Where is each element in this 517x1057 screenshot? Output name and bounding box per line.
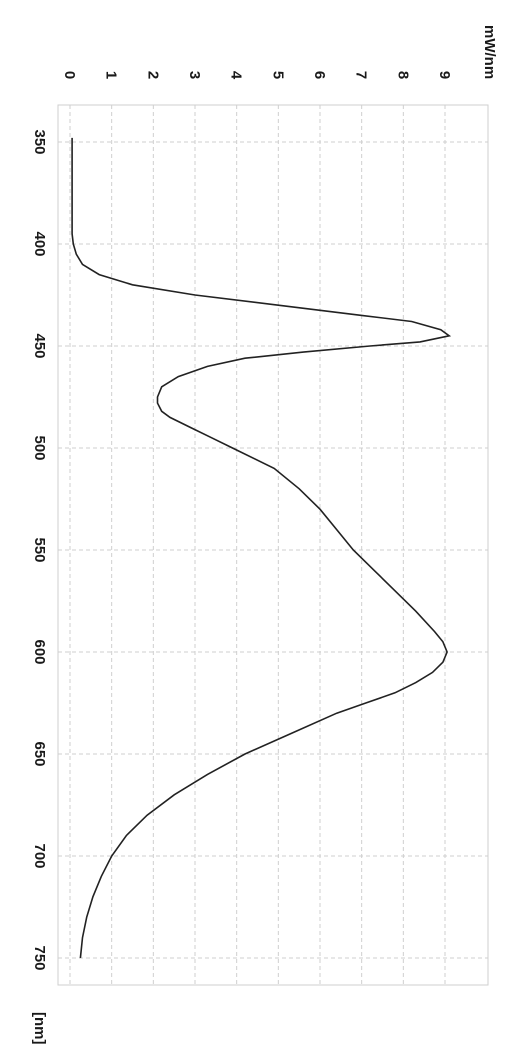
x-tick-label: 550: [31, 537, 48, 562]
x-tick-label: 700: [31, 843, 48, 868]
y-tick-label: 2: [144, 71, 161, 79]
tick-labels: 0 1 2 3 4 5 6 7 8 9 350 400 450 500 550 600 650 700 750: [31, 71, 453, 971]
x-tick-label: 400: [31, 231, 48, 256]
x-tick-label: 350: [31, 129, 48, 154]
y-tick-label: 6: [311, 71, 328, 79]
x-axis-label: [nm]: [31, 1012, 48, 1045]
y-tick-label: 3: [186, 71, 203, 79]
y-tick-label: 9: [436, 71, 453, 79]
y-tick-label: 4: [228, 71, 245, 80]
y-axis-label: mW/nm: [481, 25, 498, 79]
y-tick-label: 0: [61, 71, 78, 79]
spectrum-line: [71, 137, 452, 959]
x-tick-label: 500: [31, 435, 48, 460]
x-tick-label: 600: [31, 639, 48, 664]
x-tick-label: 450: [31, 333, 48, 358]
grid-layer: [58, 105, 488, 985]
plot-frame: [57, 104, 489, 986]
y-tick-label: 7: [353, 71, 370, 79]
y-tick-label: 5: [269, 71, 286, 79]
x-tick-label: 750: [31, 945, 48, 970]
x-tick-label: 650: [31, 741, 48, 766]
y-tick-label: 1: [103, 71, 120, 79]
y-tick-label: 8: [394, 71, 411, 79]
